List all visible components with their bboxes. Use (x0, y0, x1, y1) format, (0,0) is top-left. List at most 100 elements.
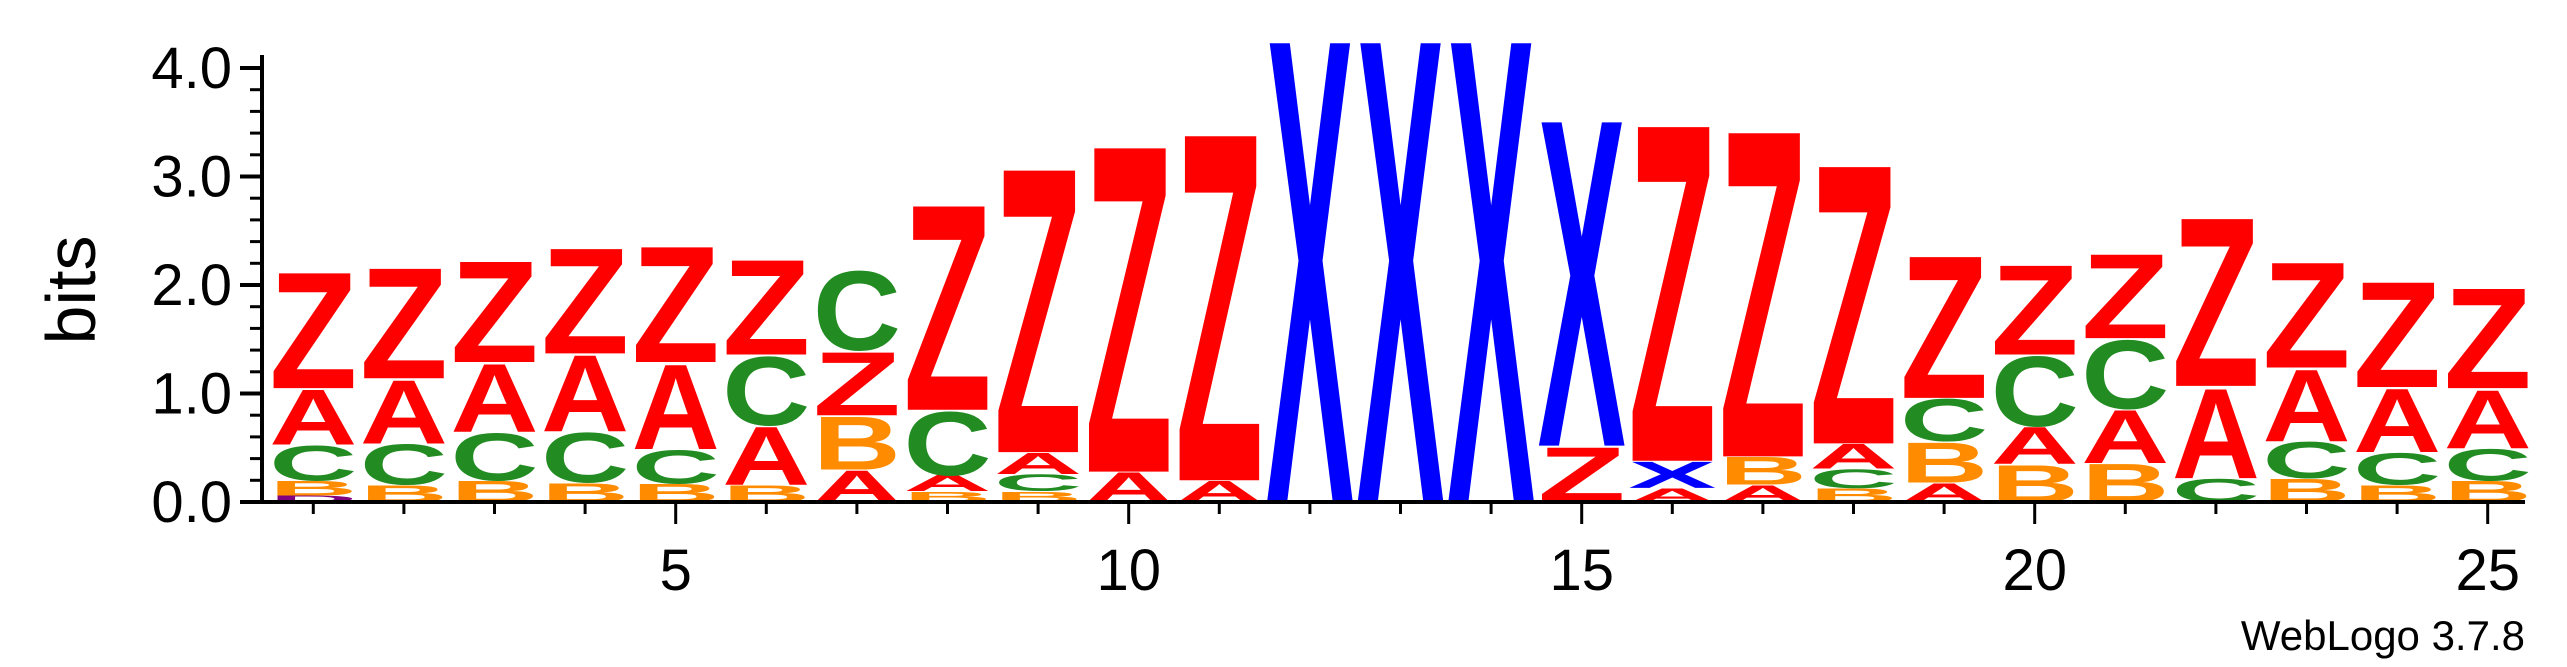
logo-letter-c: C (994, 469, 1082, 496)
logo-letter-z: Z (1628, 22, 1716, 564)
logo-letter-c: C (541, 419, 629, 498)
logo-letter-z: Z (451, 230, 539, 393)
x-tick-label: 10 (1096, 538, 1161, 603)
logo-letter-a: A (2172, 362, 2260, 506)
stack-position-22: CAZ (2172, 167, 2260, 509)
logo-letter-z: Z (2353, 251, 2441, 420)
logo-letter-c: C (269, 435, 357, 491)
logo-letter-z: Z (269, 238, 357, 424)
logo-letter-c: C (2081, 321, 2169, 430)
logo-letter-a: A (994, 446, 1082, 480)
x-tick-label: 15 (1549, 538, 1614, 603)
y-tick-label: 0.0 (151, 470, 232, 535)
weblogo-credit: WebLogo 3.7.8 (2241, 612, 2525, 659)
logo-letter-z: Z (2172, 167, 2260, 438)
logo-letter-c: C (2263, 431, 2351, 489)
stack-position-11: AZ (1175, 28, 1263, 587)
logo-letter-z: Z (2263, 231, 2351, 400)
y-axis-label: bits (32, 236, 110, 345)
logo-letter-a: A (2263, 348, 2351, 463)
logo-letter-z: Z (813, 333, 901, 435)
logo-letter-z: Z (1991, 238, 2079, 382)
logo-letter-z: Z (722, 231, 810, 384)
logo-letter-b: B (269, 476, 357, 500)
logo-letter-z: Z (904, 144, 992, 473)
logo-letter-z: Z (1085, 46, 1173, 572)
logo-letter-c: C (632, 440, 720, 494)
logo-letter-b: B (1719, 449, 1807, 493)
x-tick-group: 5 10 15 20 25 (311, 502, 2520, 603)
logo-letter-z: Z (1175, 28, 1263, 587)
stack-position-15: ZX (1538, 22, 1627, 546)
axes: 0.0 1.0 2.0 3.0 4.0 5 10 15 20 25 (151, 36, 2525, 603)
logo-letter-c: C (813, 247, 901, 374)
logo-letter-z: Z (2444, 258, 2532, 419)
logo-letter-a: A (2353, 370, 2441, 471)
logo-letter-x: X (1628, 454, 1716, 497)
logo-letter-b: B (813, 401, 901, 486)
logo-letter-c: C (1809, 463, 1897, 494)
logo-letter-d: D (269, 494, 357, 504)
logo-letter-b: B (1900, 431, 1988, 495)
logo-letter-x: X (1538, 22, 1627, 546)
logo-letter-c: C (2444, 440, 2532, 490)
y-tick-label: 4.0 (151, 36, 232, 101)
logo-letter-a: A (632, 339, 720, 475)
stack-position-13: X (1357, 0, 1446, 644)
x-tick-label: 25 (2455, 538, 2520, 603)
stack-position-17: ABZ (1719, 31, 1807, 557)
logo-letter-z: Z (994, 81, 1082, 539)
logo-letter-a: A (2081, 394, 2169, 479)
logo-letter-z: Z (360, 236, 448, 413)
stack-position-14: X (1447, 0, 1536, 644)
logo-letter-a: A (360, 361, 448, 462)
y-tick-group: 0.0 1.0 2.0 3.0 4.0 (151, 36, 262, 535)
logo-letter-x: X (1266, 0, 1355, 644)
logo-letter-z: Z (541, 217, 629, 386)
logo-letter-x: X (1357, 0, 1446, 644)
logo-letter-a: A (722, 410, 810, 503)
y-tick-label: 1.0 (151, 362, 232, 427)
logo-letter-a: A (450, 344, 538, 452)
stack-position-16: AXZ (1628, 22, 1716, 564)
x-tick-label: 5 (660, 538, 692, 603)
logo-letter-c: C (2353, 444, 2441, 494)
stack-position-10: AZ (1085, 46, 1173, 572)
logo-letter-c: C (451, 419, 539, 495)
stack-position-12: X (1266, 0, 1355, 644)
x-tick-label: 20 (2002, 538, 2067, 603)
logo-letter-c: C (722, 337, 810, 446)
logo-letter-a: A (541, 332, 629, 455)
logo-letter-c: C (1900, 387, 1988, 454)
logo-letter-z: Z (1900, 214, 1988, 442)
logo-letter-x: X (1447, 0, 1536, 644)
logo-letter-a: A (1991, 416, 2079, 475)
logo-letter-z: Z (632, 212, 720, 398)
y-tick-label: 2.0 (151, 253, 232, 318)
logo-letter-c: C (903, 393, 991, 494)
y-tick-label: 3.0 (151, 145, 232, 210)
logo-letter-z: Z (2081, 229, 2169, 365)
logo-letter-c: C (360, 433, 448, 497)
logo-letter-a: A (1810, 437, 1898, 476)
logo-letter-z: Z (1719, 31, 1807, 557)
logo-letter-z: Z (1810, 80, 1898, 529)
